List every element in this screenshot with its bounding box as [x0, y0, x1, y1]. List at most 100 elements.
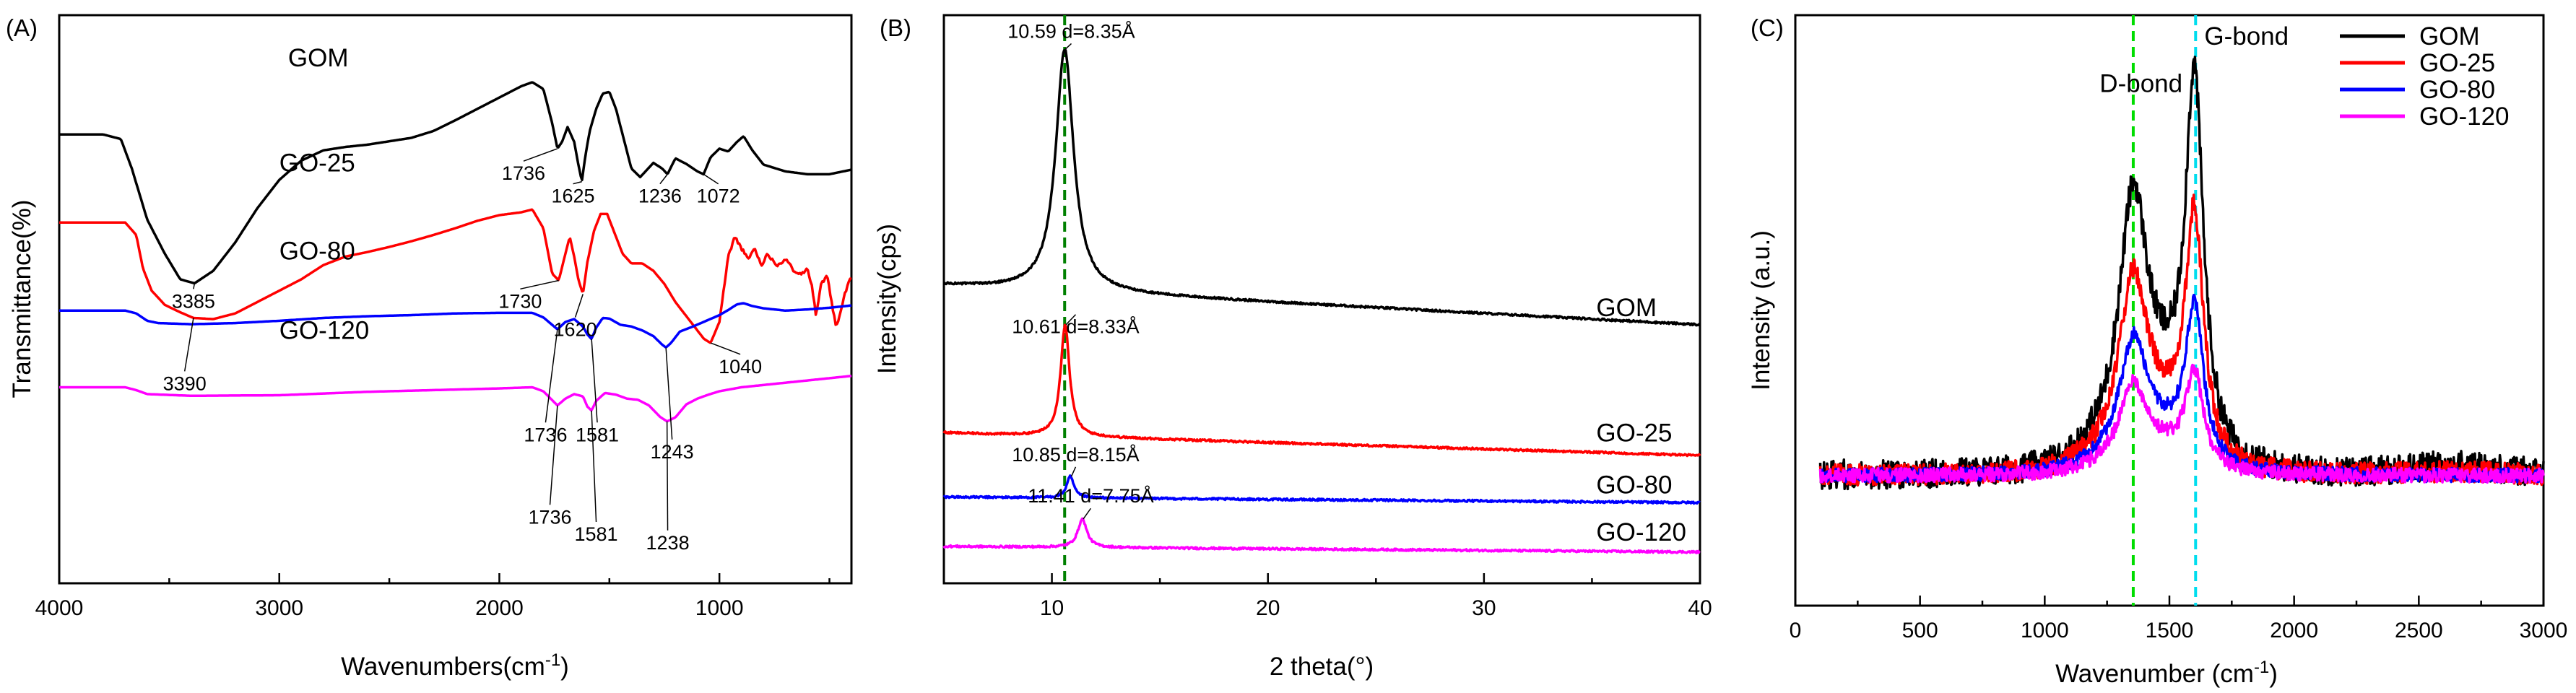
panel-a-leader-line	[659, 173, 668, 185]
panel-a-leader-line	[549, 405, 558, 505]
panel-a-annotation: 1736	[524, 424, 567, 445]
panel-b-x-axis-label: 2 theta(°)	[1270, 653, 1374, 681]
panel-b-annotation: GO-120	[1596, 518, 1686, 546]
panel-b-leader-line	[1065, 314, 1077, 326]
panel-b-series-go-80	[942, 474, 1701, 505]
panel-a-leader-line	[710, 342, 741, 355]
panel-c-annotations: D-bond G-bond	[2099, 22, 2289, 97]
panel-a-leader-line	[665, 347, 673, 440]
panel-b-plot-frame	[942, 14, 1701, 585]
panel-a-label: (A)	[6, 14, 38, 41]
panel-a-annotation: 1238	[646, 532, 690, 554]
panel-a-series-group	[59, 81, 852, 423]
panel-c-annotation: D-bond	[2099, 69, 2182, 97]
panel-c-legend-label: GO-80	[2419, 76, 2495, 104]
panel-a-annotation: 1040	[719, 356, 762, 378]
panel-a-annotation: 1243	[651, 441, 694, 463]
panel-a: (A) 4000 3000 2000 1000 GOM GO-25 GO-80 GO-120…	[6, 14, 853, 681]
panel-c-series-gom	[1818, 56, 2545, 491]
panel-a-series-go-25	[59, 208, 852, 344]
panel-a-leader-line	[703, 173, 719, 185]
panel-a-x-tick-label: 3000	[255, 596, 303, 620]
panel-b-annotation: GOM	[1596, 294, 1657, 322]
panel-b-annotation: GO-25	[1596, 419, 1672, 447]
panel-b-x-tick-label: 20	[1256, 596, 1280, 620]
panel-a-ticks: 4000 3000 2000 1000	[35, 573, 831, 620]
panel-a-annotation: GOM	[288, 44, 349, 72]
panel-a-annotation: GO-80	[279, 237, 355, 265]
panel-b-annotations: 10.59 d=8.35Å 10.61 d=8.33Å 10.85 d=8.15Å 1…	[1007, 19, 1686, 546]
panel-b-x-tick-label: 40	[1688, 596, 1712, 620]
panel-a-x-tick-label: 2000	[475, 596, 524, 620]
panel-b-x-tick-label: 30	[1472, 596, 1496, 620]
panel-b-series-go-25	[942, 323, 1701, 458]
panel-c-legend-label: GO-120	[2419, 103, 2510, 131]
panel-c-ticks: 0 500 1000 1500 2000 2500 3000	[1790, 596, 2568, 642]
panel-a-leader-line	[545, 329, 558, 423]
panel-c-x-tick-label: 2500	[2395, 619, 2443, 642]
panel-a-annotation: 1625	[551, 186, 594, 207]
panel-a-x-axis-label: Wavenumbers(cm-1)	[341, 650, 569, 681]
panel-a-annotation: 1581	[574, 523, 617, 545]
panel-c-label: (C)	[1751, 14, 1784, 41]
panel-b-series-go-120	[942, 517, 1701, 554]
panel-c-annotation: G-bond	[2204, 22, 2289, 51]
panel-c-y-axis-label: Intensity (a.u.)	[1747, 230, 1775, 391]
panel-c-x-axis-label: Wavenumber (cm-1)	[2055, 658, 2278, 688]
panel-c-x-tick-label: 500	[1902, 619, 1938, 642]
panel-a-series-go-120	[59, 374, 852, 423]
panel-b-annotation: 11.41 d=7.75Å	[1028, 484, 1153, 507]
panel-a-annotation: 1620	[554, 319, 597, 341]
panel-a-x-tick-label: 4000	[35, 596, 84, 620]
panel-c-series-group	[1818, 56, 2545, 491]
panel-a-plot-frame	[58, 14, 853, 585]
panel-b-annotation: 10.59 d=8.35Å	[1007, 19, 1135, 42]
panel-a-leader-line	[591, 339, 598, 423]
panel-c-series-go-120	[1818, 363, 2545, 484]
panel-b-annotation: GO-80	[1596, 471, 1672, 500]
panel-c-x-tick-label: 1500	[2146, 619, 2194, 642]
panel-c-legend-label: GO-25	[2419, 49, 2495, 77]
panel-a-annotation: GO-25	[279, 149, 355, 177]
panel-c-x-tick-label: 3000	[2520, 619, 2568, 642]
panel-c-series-go-25	[1818, 193, 2544, 487]
panel-c-x-tick-label: 0	[1790, 619, 1802, 642]
panel-c-x-tick-label: 2000	[2270, 619, 2318, 642]
panel-b-ticks: 10 20 30 40	[1040, 573, 1712, 620]
panel-a-annotation: 1736	[502, 162, 545, 184]
panel-a-annotation: GO-120	[279, 317, 370, 345]
panel-b-x-tick-label: 10	[1040, 596, 1064, 620]
panel-b-annotation: 10.61 d=8.33Å	[1012, 315, 1139, 338]
panel-b-annotation: 10.85 d=8.15Å	[1012, 443, 1139, 466]
panel-a-annotation: 1736	[528, 506, 571, 528]
panel-b-series-group	[942, 48, 1701, 554]
panel-b-leader-line	[1083, 507, 1092, 520]
panel-b-y-axis-label: Intensity(cps)	[873, 224, 901, 374]
panel-a-leader-line	[183, 318, 194, 372]
panel-a-leader-line	[666, 421, 669, 531]
panel-b-leader-line	[1064, 43, 1072, 50]
panel-a-leader-line	[573, 180, 582, 185]
panel-a-leader-line	[520, 279, 559, 290]
panel-a-leader-line	[193, 283, 196, 289]
panel-a-annotation: 1236	[638, 186, 682, 207]
panel-a-x-tick-label: 1000	[695, 596, 744, 620]
panel-a-annotation: 3390	[163, 372, 207, 394]
panel-c-legend-label: GOM	[2419, 22, 2480, 51]
panel-b-label: (B)	[880, 14, 911, 41]
panel-a-annotation: 1730	[498, 290, 542, 312]
panel-c: (C) 0 500 1000 1500 2000 2500 3000 D-bond G-bon…	[1747, 14, 2567, 688]
panel-a-series-go-80	[59, 302, 852, 349]
panel-a-leader-line	[591, 410, 597, 523]
panel-a-leader-line	[523, 148, 558, 162]
panel-b-series-gom	[943, 48, 1701, 327]
panel-a-annotation: 1581	[576, 424, 619, 445]
panel-a-series-gom	[59, 81, 852, 284]
panel-a-annotation: 3385	[172, 290, 215, 312]
panel-a-annotation: 1072	[697, 186, 740, 207]
panel-a-y-axis-label: Transmittance(%)	[8, 200, 36, 398]
panel-a-annotations: GOM GO-25 GO-80 GO-120 1736 1625 1236 1072 3385 1…	[163, 44, 763, 554]
